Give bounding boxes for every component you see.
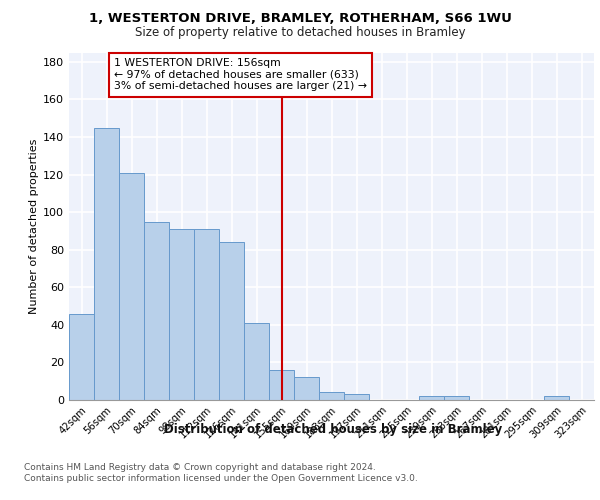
Text: Contains HM Land Registry data © Crown copyright and database right 2024.: Contains HM Land Registry data © Crown c… bbox=[24, 462, 376, 471]
Text: 1, WESTERTON DRIVE, BRAMLEY, ROTHERHAM, S66 1WU: 1, WESTERTON DRIVE, BRAMLEY, ROTHERHAM, … bbox=[89, 12, 511, 26]
Bar bbox=[419, 396, 444, 400]
Bar bbox=[444, 396, 469, 400]
Text: Size of property relative to detached houses in Bramley: Size of property relative to detached ho… bbox=[134, 26, 466, 39]
Bar bbox=[119, 172, 144, 400]
Bar bbox=[94, 128, 119, 400]
Bar bbox=[144, 222, 169, 400]
Bar bbox=[219, 242, 244, 400]
Y-axis label: Number of detached properties: Number of detached properties bbox=[29, 138, 39, 314]
Bar bbox=[244, 323, 269, 400]
Bar bbox=[294, 378, 319, 400]
Text: 1 WESTERTON DRIVE: 156sqm
← 97% of detached houses are smaller (633)
3% of semi-: 1 WESTERTON DRIVE: 156sqm ← 97% of detac… bbox=[114, 58, 367, 92]
Bar bbox=[69, 314, 94, 400]
Bar bbox=[319, 392, 344, 400]
Text: Distribution of detached houses by size in Bramley: Distribution of detached houses by size … bbox=[164, 422, 502, 436]
Text: Contains public sector information licensed under the Open Government Licence v3: Contains public sector information licen… bbox=[24, 474, 418, 483]
Bar bbox=[344, 394, 369, 400]
Bar bbox=[269, 370, 294, 400]
Bar bbox=[544, 396, 569, 400]
Bar bbox=[194, 229, 219, 400]
Bar bbox=[169, 229, 194, 400]
